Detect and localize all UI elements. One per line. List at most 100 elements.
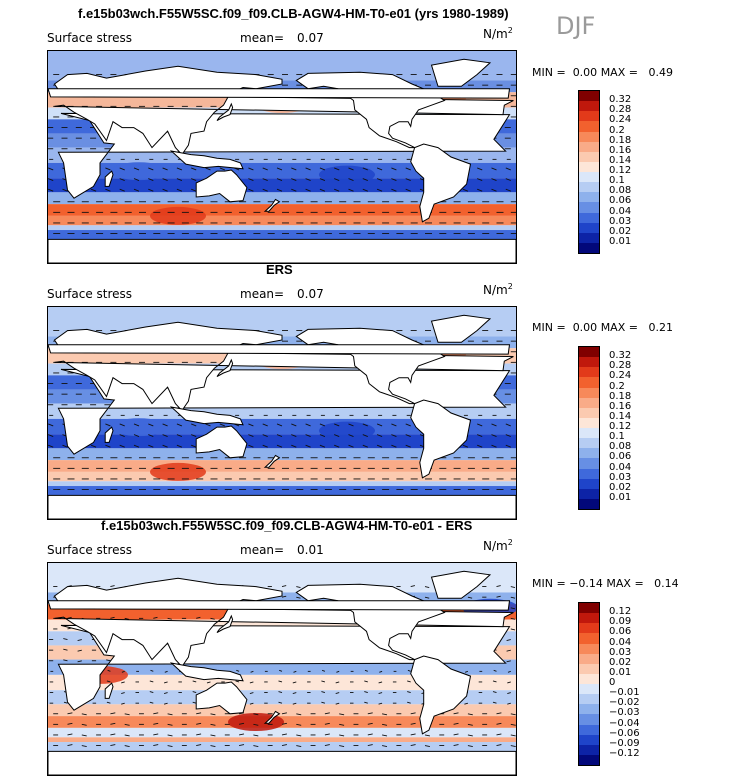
wind-arrow [319,188,326,192]
colorbar-tick-label: 0.02 [609,656,632,668]
ocean-band [48,107,516,120]
wind-arrow [405,188,411,192]
wind-arrow [67,712,73,715]
wind-arrow [153,616,158,619]
land-mass [169,150,244,170]
wind-arrow [510,713,516,716]
wind-arrow [281,585,287,587]
wind-arrow [324,733,330,736]
land-mass [104,682,114,699]
wind-arrow [467,723,473,726]
wind-arrow [149,691,154,693]
wind-arrow [321,691,326,693]
ocean-band [48,704,516,717]
colorbar-swatch [579,131,599,142]
wind-arrow [124,745,130,747]
wind-arrow [462,188,469,192]
wind-arrow [162,444,168,448]
wind-arrow [367,722,373,725]
colorbar-swatch [579,623,599,634]
panel-2-mean-value: 0.07 [297,287,324,301]
wind-arrow [391,188,397,192]
panel-2-units: N/m2 [483,282,513,297]
colorbar-swatch [579,182,599,193]
wind-arrow [321,701,326,704]
wind-arrow [276,188,283,192]
wind-arrow [378,681,383,684]
panel-1-mean-label: mean= [240,31,285,45]
panel-2-title: ERS [266,262,293,277]
wind-arrow [324,744,330,746]
wind-arrow [510,745,516,747]
ocean-band [48,215,516,226]
wind-arrow [339,723,345,726]
wind-arrow [291,188,297,192]
colorbar-swatch [579,121,599,132]
panel-1-mean-value: 0.07 [297,31,324,45]
colorbar-swatch [579,428,599,439]
wind-arrow [81,745,87,747]
colorbar-tick-label: 0.12 [609,606,632,618]
wind-arrow [305,444,311,448]
wind-arrow [507,692,511,694]
wind-arrow [477,188,483,192]
colorbar-tick-label: 0.32 [609,94,632,106]
wind-arrow [133,423,140,427]
wind-arrow [291,178,297,181]
wind-arrow [496,595,501,598]
wind-arrow [510,617,516,620]
colorbar-swatch [579,397,599,408]
wind-arrow [148,188,154,192]
wind-arrow [191,178,197,181]
wind-arrow [491,178,497,181]
colorbar-tick-label: 0.18 [609,390,632,402]
wind-arrow [367,744,373,746]
colorbar-swatch [579,387,599,398]
wind-arrow [148,434,154,437]
wind-arrow [462,444,469,448]
colorbar-tick-label: 0.01 [609,666,632,678]
wind-arrow [63,638,68,640]
colorbar-swatch [579,734,599,745]
colorbar-swatch [579,212,599,223]
wind-arrow [477,423,483,427]
wind-arrow [191,167,197,171]
wind-arrow [376,434,383,437]
wind-arrow [210,617,215,620]
wind-arrow [253,713,259,716]
wind-arrow [105,444,111,448]
wind-arrow [81,734,87,737]
wind-arrow [336,670,340,673]
wind-arrow [167,723,173,726]
land-mass [195,169,248,203]
wind-arrow [507,670,511,673]
colorbar-swatch [579,222,599,233]
wind-arrow [124,617,130,620]
wind-arrow [119,434,125,437]
wind-arrow [292,681,297,684]
colorbar-swatch [579,101,599,112]
wind-arrow [334,423,340,427]
land-mass [410,655,472,735]
wind-arrow [324,712,330,715]
ocean-band [48,592,516,605]
land-mass [169,406,244,426]
colorbar-swatch [579,161,599,172]
wind-arrow [364,701,368,704]
wind-arrow [305,423,311,427]
wind-arrow [296,596,301,599]
colorbar-tick-label: −0.06 [609,727,640,739]
wind-arrow [291,167,297,171]
colorbar-swatch [579,407,599,418]
wind-arrow [63,659,68,662]
wind-arrow [453,722,459,725]
wind-arrow [163,702,168,705]
wind-arrow [62,188,68,192]
wind-arrow [262,434,268,437]
wind-arrow [133,178,140,181]
wind-arrow [253,723,259,726]
wind-arrow [464,670,469,673]
colorbar-swatch [579,151,599,162]
wind-arrow [391,434,397,437]
stress-anomaly [150,206,206,225]
